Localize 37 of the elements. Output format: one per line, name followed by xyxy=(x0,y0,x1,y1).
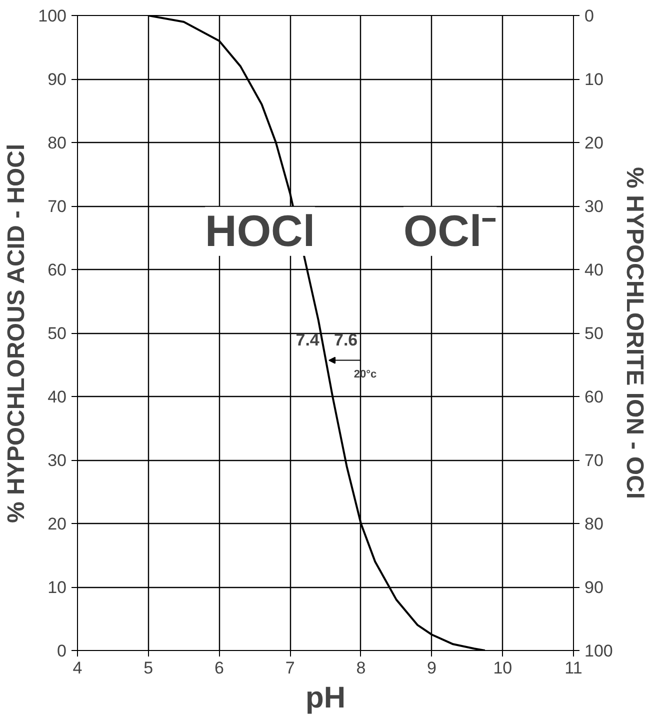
y-tick-label: 80 xyxy=(48,134,67,152)
y-tick-label: 20 xyxy=(48,514,67,534)
x-tick-label: 5 xyxy=(144,658,154,678)
y-axis-title: % HYPOCHLOROUS ACID - HOCl xyxy=(3,144,30,524)
y2-tick-label: 90 xyxy=(584,578,604,597)
y2-tick-label: 20 xyxy=(584,134,604,152)
y2-tick-label: 50 xyxy=(584,324,604,343)
y-tick-label: 70 xyxy=(48,197,67,216)
annotation: 7.6 xyxy=(334,330,358,350)
x-tick-label: 6 xyxy=(214,658,224,678)
x-tick-label: 9 xyxy=(427,658,437,678)
y2-tick-label: 100 xyxy=(584,642,613,660)
y-tick-label: 0 xyxy=(57,642,67,660)
annotation: OCl⁻ xyxy=(403,206,497,256)
y-tick-label: 90 xyxy=(48,70,67,89)
y-tick-label: 30 xyxy=(48,451,67,470)
y-tick-label: 40 xyxy=(48,388,67,406)
y2-tick-label: 60 xyxy=(584,388,604,406)
annotation: HOCl xyxy=(205,206,316,256)
x-tick-label: 4 xyxy=(72,658,82,678)
x-tick-label: 8 xyxy=(356,658,366,678)
y-tick-label: 60 xyxy=(48,260,67,280)
x-tick-label: 11 xyxy=(564,658,582,678)
y2-tick-label: 70 xyxy=(584,451,604,470)
y2-tick-label: 30 xyxy=(584,197,604,216)
y-tick-label: 100 xyxy=(38,6,67,26)
x-tick-label: 10 xyxy=(493,658,512,678)
x-axis-title: pH xyxy=(306,682,346,714)
y2-tick-label: 40 xyxy=(584,260,604,280)
y-tick-label: 10 xyxy=(48,578,67,597)
annotation: 7.4 xyxy=(296,330,320,350)
y2-tick-label: 80 xyxy=(584,514,604,534)
x-tick-label: 7 xyxy=(285,658,295,678)
y2-tick-label: 0 xyxy=(584,6,594,26)
y-tick-label: 50 xyxy=(48,324,67,343)
y2-tick-label: 10 xyxy=(584,70,604,89)
y2-axis-title: % HYPOCHLORITE ION - OCl xyxy=(620,166,648,500)
